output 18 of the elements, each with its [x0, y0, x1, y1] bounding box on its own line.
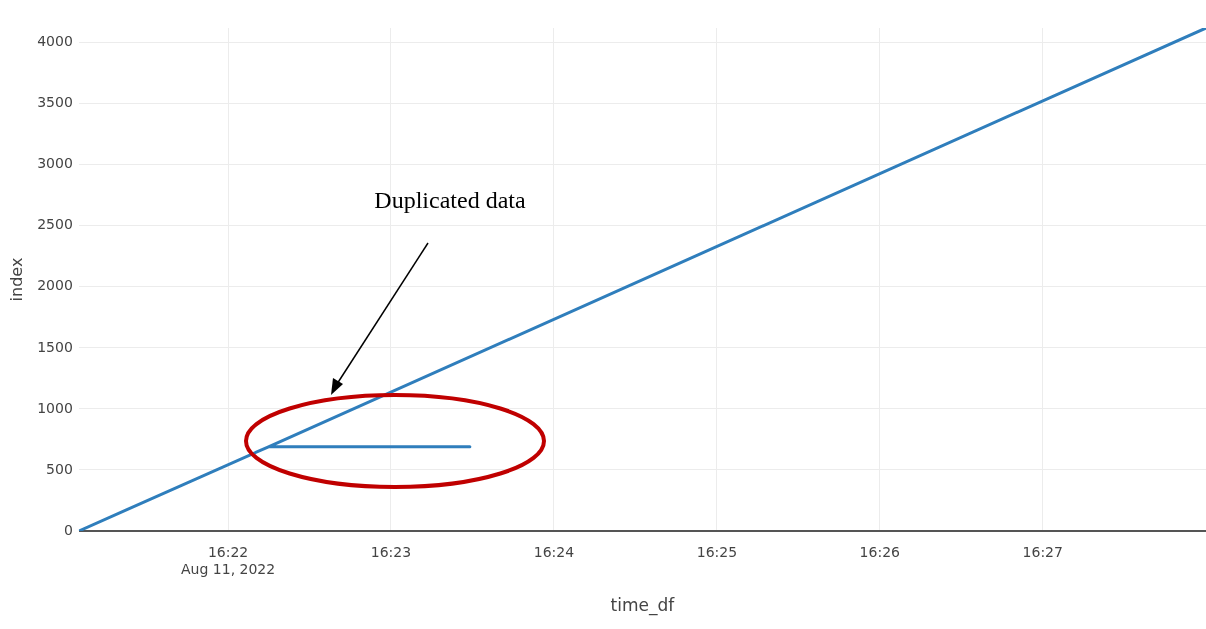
y-tick-label: 2500 [37, 216, 73, 233]
x-tick-label: 16:25 [696, 544, 738, 561]
x-tick-label: 16:26 [859, 544, 901, 561]
y-tick-label: 3500 [37, 94, 73, 111]
y-tick-label: 1500 [37, 338, 73, 355]
y-tick-label: 1000 [37, 399, 73, 416]
y-tick-label: 0 [63, 521, 73, 538]
x-tick-label: 16:24 [533, 544, 575, 561]
y-tick-label: 2000 [37, 277, 73, 294]
y-tick-label: 3000 [37, 155, 73, 172]
y-tick-label: 4000 [37, 33, 73, 50]
x-tick-label: 16:23 [370, 544, 412, 561]
y-axis-title: index [6, 257, 26, 302]
y-tick-label: 500 [46, 460, 73, 477]
x-tick-label: 16:27 [1022, 544, 1063, 561]
x-axis-title: time_df [610, 595, 676, 617]
annotation: Duplicated data [373, 187, 527, 214]
x-tick-label: 16:22 Aug 11, 2022 [181, 544, 276, 577]
